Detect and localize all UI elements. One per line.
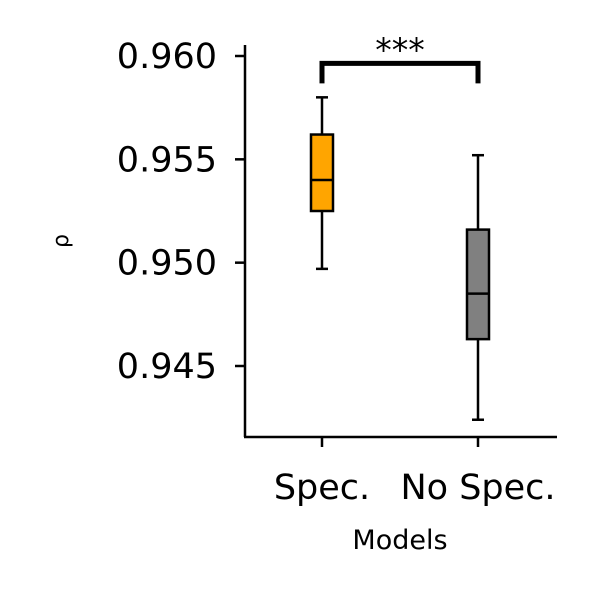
y-tick-label: 0.955 [117,140,217,180]
x-axis-label: Models [352,525,447,556]
x-tick-label: No Spec. [400,468,555,508]
y-tick-label: 0.945 [117,347,217,387]
significance-label: *** [375,30,425,69]
iqr-box [465,228,491,341]
y-axis-label: ρ [49,234,74,248]
axes [243,45,557,439]
significance-bracket: *** [319,30,481,84]
annotations: *** [319,30,481,84]
y-axis-ticks: 0.945 0.950 0.955 0.960 [117,37,245,387]
x-axis-ticks: Spec. No Spec. [274,437,556,508]
box-spec [309,96,335,271]
box-series [309,96,491,421]
x-tick-label: Spec. [274,468,370,508]
bracket-line [319,60,481,84]
iqr-box [309,133,335,213]
y-tick-label: 0.950 [117,244,217,284]
box-no-spec [465,153,491,421]
y-tick-label: 0.960 [117,37,217,77]
